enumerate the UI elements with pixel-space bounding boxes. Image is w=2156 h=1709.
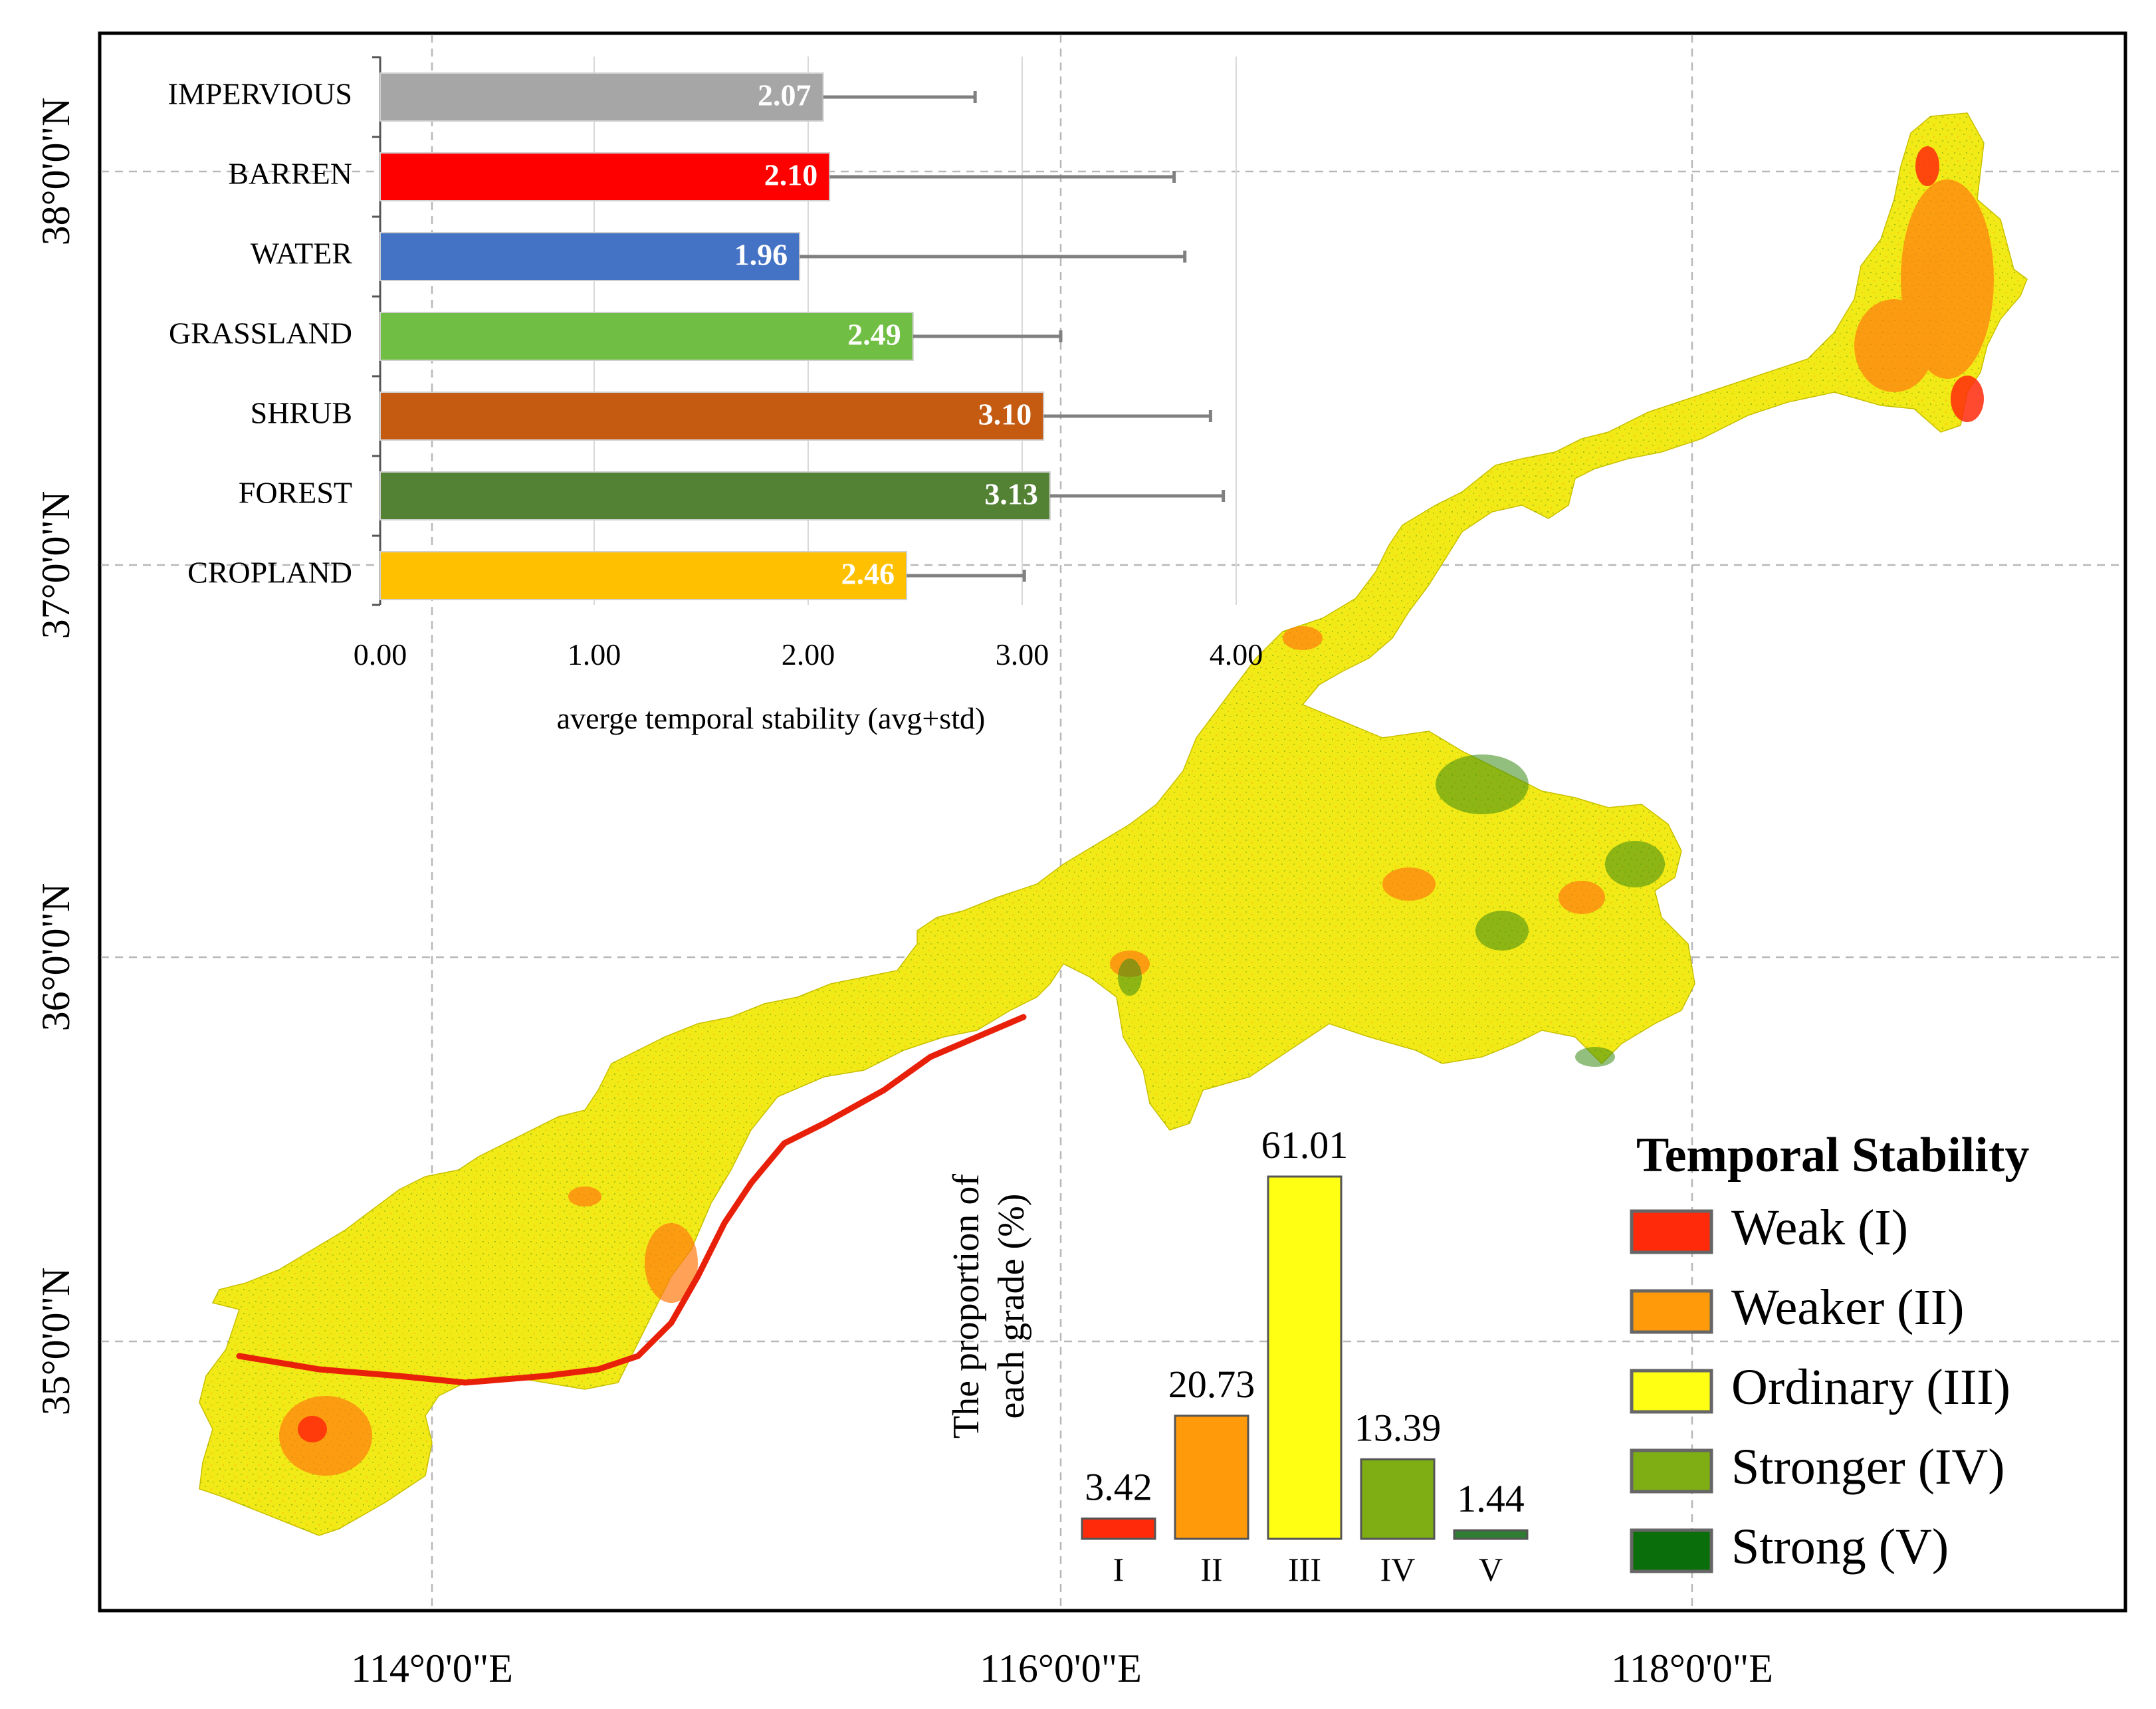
hbar-category-label: CROPLAND xyxy=(187,556,352,590)
hbar-x-tick-label: 0.00 xyxy=(354,637,407,671)
vbar-y-axis-title-line2: each grade (%) xyxy=(991,1194,1032,1419)
hbar-x-tick-labels: 0.00 1.00 2.00 3.00 4.00 xyxy=(354,637,1263,671)
hbar-category-label: GRASSLAND xyxy=(169,316,352,350)
hbar-category-label: FOREST xyxy=(239,476,352,510)
vbar-category-label: III xyxy=(1288,1551,1321,1588)
legend-swatch xyxy=(1630,1289,1713,1334)
hbar-category-labels: IMPERVIOUS BARREN WATER GRASSLAND SHRUB FORES… xyxy=(168,77,353,590)
hbar-bar xyxy=(379,152,831,201)
hbar-category-label: BARREN xyxy=(228,157,352,191)
vbar-value-label: 61.01 xyxy=(1261,1123,1348,1167)
vbar-bar xyxy=(1267,1175,1343,1540)
land-cover-stability-chart: 2.07 2.10 1.96 2.49 3.10 3.13 2.46 IMPERVIOUS B… xyxy=(168,56,1263,735)
legend-label: Ordinary (III) xyxy=(1731,1359,2010,1415)
hbar-bar xyxy=(379,392,1045,441)
hbar-value-label: 2.46 xyxy=(841,557,895,591)
hbar-value-label: 2.49 xyxy=(847,318,901,352)
hbar-value-label: 3.13 xyxy=(984,477,1038,511)
vbar-category-labels: I II III IV V xyxy=(1113,1551,1503,1588)
vbar-bar xyxy=(1453,1529,1529,1540)
vbar-bars: 3.42 20.73 61.01 13.39 1.44 xyxy=(1081,1123,1529,1540)
hbar-bar xyxy=(379,312,914,361)
legend-title: Temporal Stability xyxy=(1636,1128,2029,1183)
study-area-region xyxy=(199,112,2028,1536)
hbar-value-label: 2.07 xyxy=(758,78,811,112)
hbar-category-label: WATER xyxy=(251,237,353,271)
legend-label: Weaker (II) xyxy=(1731,1280,1964,1335)
hbar-bars: 2.07 2.10 1.96 2.49 3.10 3.13 2.46 xyxy=(379,72,1226,600)
legend-swatch xyxy=(1630,1448,1713,1494)
legend-label: Stronger (IV) xyxy=(1731,1439,2005,1495)
vbar-bar xyxy=(1174,1415,1249,1540)
hbar-x-tick-label: 1.00 xyxy=(568,637,621,671)
vbar-value-label: 3.42 xyxy=(1085,1465,1152,1508)
hbar-bar xyxy=(379,232,801,281)
vbar-category-label: II xyxy=(1200,1551,1222,1588)
hbar-bar xyxy=(379,471,1051,520)
hbar-value-label: 3.10 xyxy=(978,398,1032,431)
lat-label-38: 38°0'0"N xyxy=(34,98,78,246)
hbar-x-axis-title: averge temporal stability (avg+std) xyxy=(557,701,986,735)
hbar-x-tick-label: 3.00 xyxy=(996,637,1049,671)
lat-label-35: 35°0'0"N xyxy=(34,1268,78,1416)
hbar-category-label: IMPERVIOUS xyxy=(168,77,352,111)
hbar-x-tick-label: 2.00 xyxy=(782,637,835,671)
lon-label-116: 116°0'0"E xyxy=(980,1647,1142,1690)
hbar-bar xyxy=(379,72,824,122)
legend: Temporal Stability Weak (I) Weaker (II) Or… xyxy=(1630,1128,2029,1575)
vbar-category-label: V xyxy=(1479,1551,1503,1588)
vbar-bar xyxy=(1360,1458,1436,1540)
latitude-labels: 38°0'0"N 37°0'0"N 36°0'0"N 35°0'0"N xyxy=(34,98,78,1416)
longitude-labels: 114°0'0"E 116°0'0"E 118°0'0"E xyxy=(351,1647,1773,1690)
hbar-value-label: 1.96 xyxy=(734,238,788,272)
vbar-category-label: IV xyxy=(1380,1551,1416,1588)
hbar-value-label: 2.10 xyxy=(764,158,818,192)
vbar-category-label: I xyxy=(1113,1551,1125,1588)
vbar-y-axis-title-line1: The proportion of xyxy=(946,1174,987,1438)
legend-swatch xyxy=(1630,1528,1713,1573)
vbar-value-label: 1.44 xyxy=(1457,1477,1525,1520)
legend-swatch xyxy=(1630,1369,1713,1414)
legend-items: Weak (I) Weaker (II) Ordinary (III) Stronge… xyxy=(1630,1200,2010,1575)
legend-label: Weak (I) xyxy=(1731,1200,1908,1256)
lat-label-37: 37°0'0"N xyxy=(34,491,78,639)
hbar-bar xyxy=(379,551,908,600)
lon-label-118: 118°0'0"E xyxy=(1611,1647,1773,1690)
legend-swatch xyxy=(1630,1209,1713,1254)
hbar-x-tick-label: 4.00 xyxy=(1210,637,1263,671)
vbar-value-label: 13.39 xyxy=(1354,1406,1442,1449)
lat-label-36: 36°0'0"N xyxy=(34,883,78,1032)
legend-label: Strong (V) xyxy=(1731,1519,1949,1575)
vbar-bar xyxy=(1081,1517,1156,1540)
vbar-value-label: 20.73 xyxy=(1168,1363,1255,1406)
hbar-y-ticks xyxy=(372,56,380,606)
hbar-category-label: SHRUB xyxy=(251,396,352,430)
lon-label-114: 114°0'0"E xyxy=(351,1647,513,1690)
